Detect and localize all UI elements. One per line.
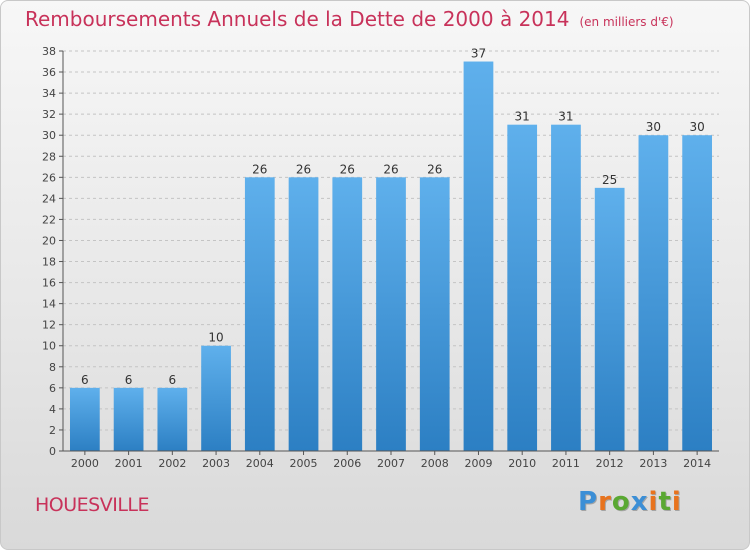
y-tick-label: 34 [42,87,56,100]
logo-letter: i [671,487,682,517]
bar-value-label: 26 [340,162,355,176]
y-tick-label: 30 [42,129,56,142]
y-tick-label: 18 [42,256,56,269]
bar-2011 [551,124,581,452]
bar-value-label: 26 [383,162,398,176]
logo-letter: x [630,487,649,517]
chart-title: Remboursements Annuels de la Dette de 20… [25,7,674,31]
x-tick-label: 2001 [115,457,143,470]
x-tick-label: 2003 [202,457,230,470]
logo-letter: r [598,487,612,517]
x-tick-label: 2007 [377,457,405,470]
bar-value-label: 6 [81,373,89,387]
proxiti-logo: Proxiti [578,487,682,517]
y-tick-label: 14 [42,298,56,311]
y-tick-label: 36 [42,66,56,79]
bar-2010 [507,124,538,452]
x-tick-label: 2012 [596,457,624,470]
y-tick-label: 2 [49,424,56,437]
bar-2009 [463,61,494,452]
bar-value-label: 6 [125,373,133,387]
bar-value-label: 26 [427,162,442,176]
x-tick-label: 2013 [639,457,667,470]
logo-letter: i [648,487,659,517]
bar-value-label: 26 [296,162,311,176]
x-tick-label: 2014 [683,457,711,470]
bar-value-label: 30 [646,120,661,134]
bar-value-label: 25 [602,173,617,187]
bars [69,61,713,452]
y-tick-label: 32 [42,108,56,121]
x-tick-label: 2006 [333,457,361,470]
bar-value-label: 31 [558,110,573,124]
y-tick-label: 16 [42,277,56,290]
chart-title-text: Remboursements Annuels de la Dette de 20… [25,7,570,31]
y-tick-label: 4 [49,403,56,416]
bar-2003 [201,345,231,451]
logo-letter: o [611,487,631,517]
bar-2000 [69,387,100,451]
y-tick-label: 12 [42,319,56,332]
bar-2001 [113,387,144,451]
x-tick-label: 2000 [71,457,99,470]
axes [59,50,719,455]
bar-value-label: 6 [169,373,177,387]
bar-2004 [244,177,275,451]
y-tick-label: 8 [49,361,56,374]
bar-2014 [682,135,713,452]
place-name: HOUESVILLE [35,494,150,516]
x-tick-label: 2002 [158,457,186,470]
chart-unit: (en milliers d'€) [579,15,674,29]
x-tick-label: 2005 [290,457,318,470]
y-tick-label: 0 [49,445,56,458]
y-tick-label: 28 [42,150,56,163]
labels: 0246810121416182022242628303234363862000… [42,45,711,470]
y-tick-label: 20 [42,234,56,247]
x-tick-label: 2009 [464,457,492,470]
bar-2002 [157,387,188,451]
y-tick-label: 6 [49,382,56,395]
logo-letter: t [658,487,672,517]
y-tick-label: 26 [42,171,56,184]
bar-2012 [594,187,625,451]
bar-value-label: 37 [471,47,486,61]
x-tick-label: 2008 [421,457,449,470]
bar-value-label: 10 [208,331,223,345]
bar-2008 [419,177,450,451]
bar-value-label: 26 [252,162,267,176]
bar-value-label: 30 [689,120,704,134]
bar-2005 [288,177,319,451]
y-tick-label: 24 [42,192,56,205]
y-tick-label: 38 [42,45,56,58]
bar-2006 [332,177,363,451]
y-tick-label: 10 [42,340,56,353]
x-tick-label: 2011 [552,457,580,470]
bar-2013 [638,135,669,452]
y-tick-label: 22 [42,213,56,226]
bar-value-label: 31 [515,110,530,124]
bar-2007 [376,177,406,451]
logo-letter: P [578,487,599,517]
x-tick-label: 2004 [246,457,274,470]
x-tick-label: 2010 [508,457,536,470]
